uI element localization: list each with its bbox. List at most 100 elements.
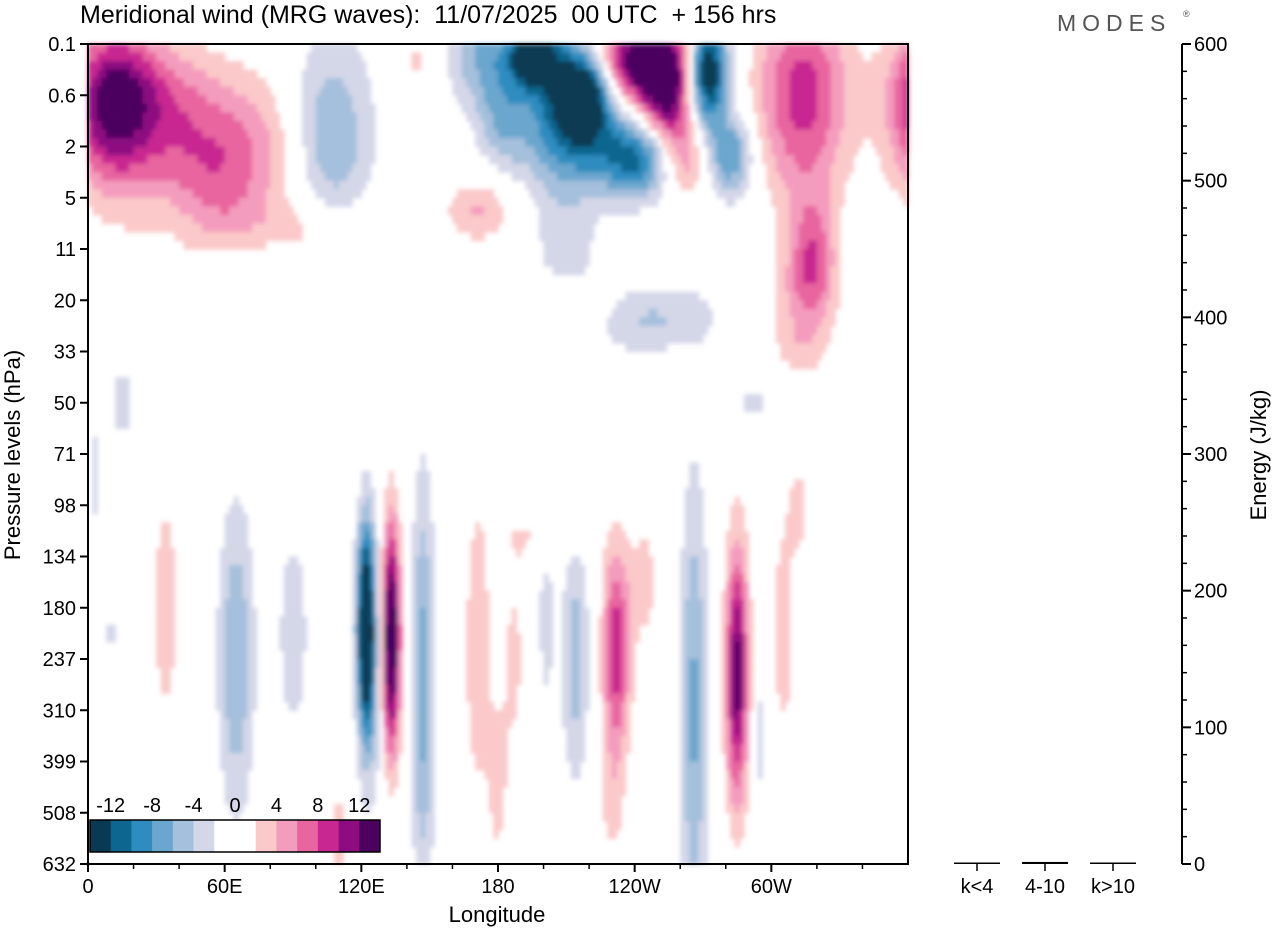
heatmap-cell xyxy=(165,547,171,558)
heatmap-cell xyxy=(593,129,599,139)
heatmap-cell xyxy=(725,189,731,199)
heatmap-cell xyxy=(598,189,604,199)
heatmap-cell xyxy=(170,573,176,583)
heatmap-cell xyxy=(693,633,700,643)
heatmap-cell xyxy=(698,718,704,728)
heatmap-cell xyxy=(279,641,285,652)
heatmap-cell xyxy=(662,86,668,96)
heatmap-cell xyxy=(115,189,121,199)
heatmap-cell xyxy=(147,155,153,165)
heatmap-cell xyxy=(247,547,253,558)
heatmap-cell xyxy=(498,129,504,139)
heatmap-cell xyxy=(666,86,672,96)
heatmap-cell xyxy=(862,69,868,79)
heatmap-cell xyxy=(484,86,490,96)
heatmap-cell xyxy=(730,676,736,686)
heatmap-cell xyxy=(160,69,167,79)
heatmap-cell xyxy=(283,582,290,592)
heatmap-cell xyxy=(365,505,372,515)
heatmap-cell xyxy=(211,206,217,216)
heatmap-cell xyxy=(160,163,167,173)
heatmap-cell xyxy=(470,599,476,609)
heatmap-cell xyxy=(734,530,741,541)
heatmap-cell xyxy=(370,607,376,617)
heatmap-cell xyxy=(470,86,476,96)
heatmap-cell xyxy=(671,52,677,62)
heatmap-cell xyxy=(315,103,321,113)
heatmap-cell xyxy=(256,112,262,122)
heatmap-cell xyxy=(138,103,144,113)
heatmap-cell xyxy=(507,641,513,652)
heatmap-cell xyxy=(142,112,148,122)
heatmap-cell xyxy=(388,693,394,703)
heatmap-cell xyxy=(201,44,208,54)
heatmap-cell xyxy=(876,61,882,71)
heatmap-cell xyxy=(393,565,399,575)
heatmap-cell xyxy=(639,163,645,173)
heatmap-cell xyxy=(461,78,467,88)
heatmap-cell xyxy=(179,155,185,165)
heatmap-cell xyxy=(270,155,276,165)
heatmap-cell xyxy=(411,633,417,643)
heatmap-cell xyxy=(557,146,563,156)
heatmap-cell xyxy=(621,189,627,199)
heatmap-cell xyxy=(279,137,285,148)
heatmap-cell xyxy=(110,137,116,148)
heatmap-cell xyxy=(461,95,467,105)
heatmap-cell xyxy=(570,249,577,259)
heatmap-cell xyxy=(534,61,540,71)
heatmap-cell xyxy=(375,633,381,643)
heatmap-cell xyxy=(744,684,750,694)
heatmap-cell xyxy=(220,112,226,122)
heatmap-cell xyxy=(830,129,836,139)
heatmap-cell xyxy=(785,599,791,609)
heatmap-cell xyxy=(201,137,208,148)
heatmap-cell xyxy=(693,291,700,301)
heatmap-cell xyxy=(151,120,157,131)
heatmap-cell xyxy=(552,137,558,148)
heatmap-cell xyxy=(179,206,185,216)
heatmap-cell xyxy=(416,650,422,660)
heatmap-cell xyxy=(580,137,586,148)
heatmap-cell xyxy=(129,214,135,224)
heatmap-cell xyxy=(807,129,813,139)
heatmap-cell xyxy=(416,61,422,71)
heatmap-cell xyxy=(384,650,390,660)
heatmap-cell xyxy=(771,172,777,182)
heatmap-cell xyxy=(634,616,640,626)
heatmap-cell xyxy=(566,710,572,720)
heatmap-cell xyxy=(156,189,162,199)
heatmap-cell xyxy=(201,172,208,182)
heatmap-cell xyxy=(338,112,344,122)
heatmap-cell xyxy=(611,103,618,113)
heatmap-cell xyxy=(297,641,303,652)
heatmap-cell xyxy=(689,513,695,523)
heatmap-cell xyxy=(192,86,198,96)
heatmap-cell xyxy=(903,137,909,148)
heatmap-cell xyxy=(151,86,157,96)
heatmap-cell xyxy=(570,197,577,207)
heatmap-cell xyxy=(643,599,649,609)
heatmap-cell xyxy=(179,129,185,139)
heatmap-cell xyxy=(643,155,649,165)
heatmap-cell xyxy=(698,522,704,532)
heatmap-cell xyxy=(703,710,709,720)
heatmap-cell xyxy=(338,69,344,79)
heatmap-cell xyxy=(388,718,394,728)
heatmap-cell xyxy=(324,61,331,71)
heatmap-cell xyxy=(848,95,854,105)
heatmap-cell xyxy=(739,513,745,523)
heatmap-cell xyxy=(479,547,485,558)
heatmap-cell xyxy=(607,206,613,216)
heatmap-cell xyxy=(188,112,194,122)
heatmap-cell xyxy=(320,155,326,165)
heatmap-cell xyxy=(798,223,804,233)
heatmap-cell xyxy=(803,334,809,344)
heatmap-cell xyxy=(324,146,331,156)
heatmap-cell xyxy=(807,163,813,173)
heatmap-cell xyxy=(288,599,294,609)
heatmap-cell xyxy=(224,539,230,549)
heatmap-cell xyxy=(634,624,640,634)
heatmap-cell xyxy=(771,103,777,113)
heatmap-cell xyxy=(151,180,157,190)
